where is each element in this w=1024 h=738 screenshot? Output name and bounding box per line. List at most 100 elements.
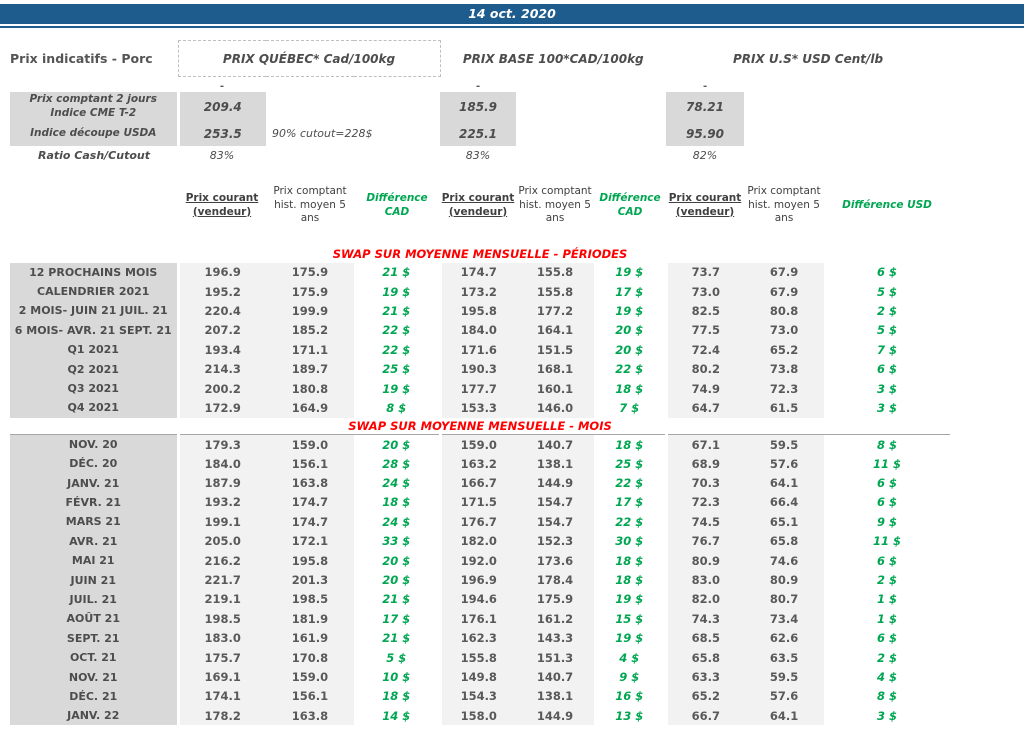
price-value: 151.5: [516, 340, 595, 360]
table-row: JUIN 21 221.7 201.3 20 $196.9 178.4 18 $83.0 8…: [10, 570, 951, 590]
price-value: 80.9: [664, 550, 745, 571]
diff-value: 25 $: [594, 454, 667, 474]
diff-value: 21 $: [354, 262, 441, 282]
price-value: 174.7: [438, 262, 517, 282]
price-value: 164.1: [516, 320, 595, 341]
diff-value: 19 $: [594, 628, 667, 648]
table-row: AOÛT 21 198.5 181.9 17 $176.1 161.2 15 $74.3 7…: [10, 609, 951, 629]
diff-value: 11 $: [824, 454, 951, 474]
table-row: MARS 21 199.1 174.7 24 $176.7 154.7 22 $74.5 6…: [10, 512, 951, 532]
row-label: CALENDRIER 2021: [10, 281, 180, 302]
diff-value: 19 $: [354, 281, 441, 302]
price-value: 76.7: [664, 531, 745, 551]
row-label: NOV. 20: [10, 434, 180, 455]
diff-value: 18 $: [594, 434, 667, 455]
table-row: FÉVR. 21 193.2 174.7 18 $171.5 154.7 17 $72.3…: [10, 492, 951, 513]
price-value: 195.8: [266, 550, 354, 571]
price-value: 154.3: [438, 686, 517, 707]
price-value: 168.1: [516, 359, 595, 379]
diff-value: 6 $: [824, 550, 951, 571]
price-value: 159.0: [266, 434, 354, 455]
table-row: Q1 2021 193.4 171.1 22 $171.6 151.5 20 $72.4 6…: [10, 340, 951, 360]
diff-value: 9 $: [824, 512, 951, 532]
price-value: 80.9: [744, 570, 825, 590]
diff-value: 21 $: [354, 628, 441, 648]
summary-row-ratio: Ratio Cash/Cutout 83% 83% 82%: [10, 146, 950, 166]
price-value: 57.6: [744, 454, 825, 474]
diff-value: 6 $: [824, 628, 951, 648]
price-value: 57.6: [744, 686, 825, 707]
price-value: 178.2: [176, 706, 266, 726]
price-value: 80.8: [744, 301, 825, 321]
table-row: MAI 21 216.2 195.8 20 $192.0 173.6 18 $80.9 74…: [10, 550, 951, 571]
price-value: 194.6: [438, 589, 517, 610]
table-row: NOV. 20 179.3 159.0 20 $159.0 140.7 18 $67.1 5…: [10, 434, 951, 455]
price-value: 184.0: [438, 320, 517, 341]
price-value: 140.7: [516, 434, 595, 455]
price-value: 195.2: [176, 281, 266, 302]
price-value: 159.0: [266, 667, 354, 687]
diff-value: 25 $: [354, 359, 441, 379]
ratio-base-value: 83%: [465, 149, 491, 162]
price-value: 64.7: [664, 398, 745, 418]
price-value: 170.8: [266, 647, 354, 668]
price-value: 152.3: [516, 531, 595, 551]
diff-value: 18 $: [594, 550, 667, 571]
price-value: 82.0: [664, 589, 745, 610]
table-row: SEPT. 21 183.0 161.9 21 $162.3 143.3 19 $68.5…: [10, 628, 951, 648]
price-value: 174.7: [266, 492, 354, 513]
row-label: OCT. 21: [10, 647, 180, 668]
price-value: 67.9: [744, 262, 825, 282]
row-label: MARS 21: [10, 512, 180, 532]
diff-value: 3 $: [824, 706, 951, 726]
row-label: DÉC. 20: [10, 454, 180, 474]
section-title: SWAP SUR MOYENNE MENSUELLE - MOIS: [10, 417, 951, 436]
price-value: 149.8: [438, 667, 517, 687]
price-value: 196.9: [438, 570, 517, 590]
diff-value: 28 $: [354, 454, 441, 474]
price-value: 190.3: [438, 359, 517, 379]
col-header-diff-cad: Différence CAD: [599, 191, 661, 218]
row-label: 2 MOIS- JUIN 21 JUIL. 21: [10, 301, 180, 321]
price-value: 163.8: [266, 706, 354, 726]
price-value: 173.2: [438, 281, 517, 302]
diff-value: 24 $: [354, 512, 441, 532]
table-row: 12 PROCHAINS MOIS 196.9 175.9 21 $174.7 155.…: [10, 262, 951, 282]
price-value: 64.1: [744, 473, 825, 493]
price-value: 172.9: [176, 398, 266, 418]
diff-value: 20 $: [354, 570, 441, 590]
price-value: 181.9: [266, 609, 354, 629]
row-label: Q3 2021: [10, 378, 180, 399]
price-value: 161.9: [266, 628, 354, 648]
header-section: Prix indicatifs - Porc PRIX QUÉBEC* Cad/…: [10, 40, 950, 263]
diff-value: 22 $: [354, 340, 441, 360]
diff-value: 20 $: [354, 550, 441, 571]
price-value: 171.6: [438, 340, 517, 360]
diff-value: 8 $: [824, 686, 951, 707]
price-value: 80.2: [664, 359, 745, 379]
price-value: 196.9: [176, 262, 266, 282]
diff-value: 19 $: [594, 301, 667, 321]
price-value: 216.2: [176, 550, 266, 571]
price-value: 70.3: [664, 473, 745, 493]
row-label: AOÛT 21: [10, 609, 180, 629]
banner-underline: [0, 26, 1024, 28]
row-label: 12 PROCHAINS MOIS: [10, 262, 180, 282]
cutout-note: 90% cutout=228$: [272, 127, 373, 140]
price-value: 175.7: [176, 647, 266, 668]
diff-value: 19 $: [354, 378, 441, 399]
diff-value: 20 $: [594, 340, 667, 360]
diff-value: 9 $: [594, 667, 667, 687]
diff-value: 30 $: [594, 531, 667, 551]
table-row: OCT. 21 175.7 170.8 5 $155.8 151.3 4 $65.8 63.…: [10, 647, 951, 668]
diff-value: 8 $: [824, 434, 951, 455]
usda-us-value: 95.90: [666, 121, 745, 146]
diff-value: 8 $: [354, 398, 441, 418]
ratio-us-value: 82%: [692, 149, 718, 162]
price-value: 66.4: [744, 492, 825, 513]
diff-value: 7 $: [824, 340, 951, 360]
diff-value: 3 $: [824, 378, 951, 399]
price-value: 193.2: [176, 492, 266, 513]
price-value: 72.3: [664, 492, 745, 513]
price-value: 163.2: [438, 454, 517, 474]
